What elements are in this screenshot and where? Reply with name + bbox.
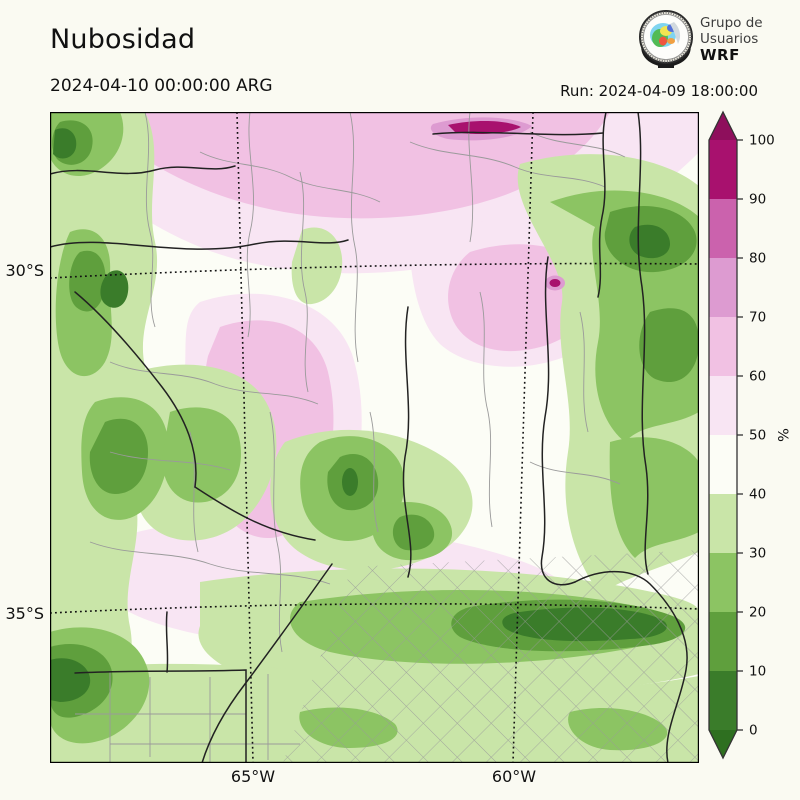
colorbar-tick-label: 60 (749, 369, 766, 385)
gridline-35s (50, 603, 699, 614)
valid-time-label: 2024-04-10 00:00:00 ARG (50, 76, 273, 96)
partido-lattice (283, 550, 699, 763)
colorbar-unit-label: % (774, 428, 790, 442)
logo-line-3: WRF (700, 46, 740, 64)
colorbar-tick-label: 90 (749, 192, 766, 208)
colorbar-under-arrow (709, 730, 737, 758)
logo-text: Grupo de Usuarios WRF (700, 15, 763, 63)
colorbar-tick-label: 80 (749, 251, 766, 267)
colorbar-segment-50-60 (709, 376, 737, 435)
gridline-65w (236, 112, 254, 763)
colorbar: 0 10 20 30 40 50 60 70 80 90 100% (700, 105, 792, 773)
colorbar-segment-40-50 (709, 435, 737, 494)
lat-label-30s: 30°S (5, 261, 44, 280)
logo-line-2: Usuarios (700, 31, 759, 47)
map-frame (50, 112, 699, 763)
colorbar-tick-label: 70 (749, 310, 766, 326)
colorbar-tick-label: 100 (749, 133, 775, 149)
colorbar-over-arrow (709, 112, 737, 140)
colorbar-segment-70-80 (709, 258, 737, 317)
colorbar-segment-0-10 (709, 671, 737, 730)
colorbar-scale: 0 10 20 30 40 50 60 70 80 90 100% (708, 110, 790, 760)
graticule-lines (50, 112, 699, 763)
colorbar-tick-label: 50 (749, 428, 766, 444)
colorbar-segment-20-30 (709, 553, 737, 612)
page-title: Nubosidad (50, 24, 196, 55)
lat-label-35s: 35°S (5, 604, 44, 623)
map-canvas (50, 112, 699, 763)
department-boundaries (75, 112, 626, 763)
lon-label-65w: 65°W (230, 767, 276, 786)
gridline-30s (50, 262, 699, 279)
colorbar-tick-label: 40 (749, 487, 766, 503)
gridline-60w (512, 112, 534, 763)
colorbar-tick-label: 0 (749, 723, 758, 739)
colorbar-segment-30-40 (709, 494, 737, 553)
colorbar-tick-label: 20 (749, 605, 766, 621)
lon-label-60w: 60°W (491, 767, 537, 786)
colorbar-tick-label: 30 (749, 546, 766, 562)
colorbar-tick-label: 10 (749, 664, 766, 680)
colorbar-segment-80-90 (709, 199, 737, 258)
wrf-users-group-logo-icon (636, 8, 696, 70)
run-time-label: Run: 2024-04-09 18:00:00 (560, 82, 758, 100)
colorbar-segment-90-100 (709, 140, 737, 199)
cloud-magenta-highs-layer (430, 117, 565, 291)
colorbar-segment-60-70 (709, 317, 737, 376)
colorbar-segment-10-20 (709, 612, 737, 671)
cloud-cover-map (50, 112, 699, 763)
logo-line-1: Grupo de (700, 15, 763, 31)
province-boundaries (50, 112, 688, 763)
